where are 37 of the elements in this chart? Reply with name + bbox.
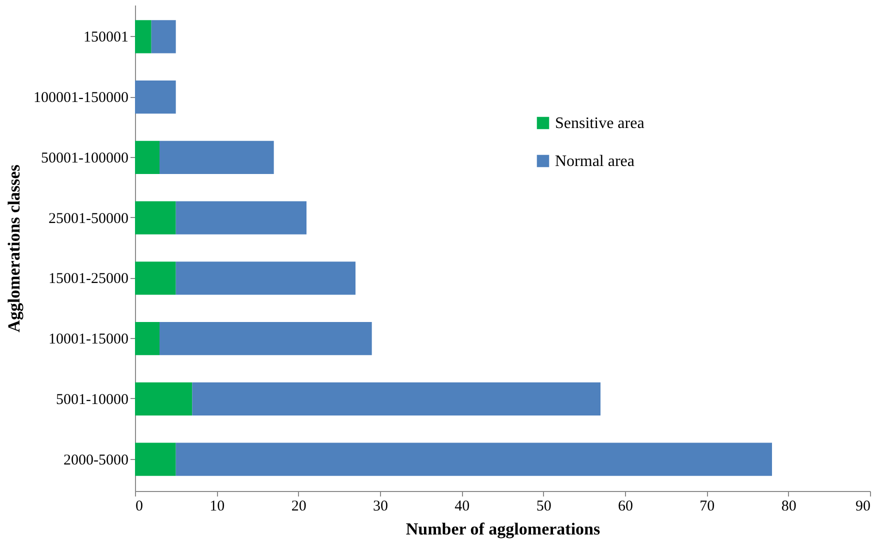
x-tick-label: 90: [856, 498, 870, 514]
bar: [176, 201, 306, 234]
bar: [176, 442, 772, 476]
x-tick-label: 40: [454, 498, 470, 514]
y-tick-label: 50001-100000: [41, 150, 128, 166]
y-tick-label: 15001-25000: [48, 271, 128, 288]
bar: [135, 442, 176, 476]
bar: [151, 20, 176, 54]
x-tick-label: 0: [136, 498, 143, 514]
bar: [135, 20, 152, 54]
y-tick-label: 25001-50000: [48, 210, 128, 227]
x-tick-label: 50: [536, 498, 552, 514]
x-tick-label: 10: [210, 498, 225, 514]
bar: [135, 140, 160, 174]
bar: [192, 382, 600, 416]
bar: [135, 382, 192, 416]
x-tick-label: 80: [781, 498, 796, 514]
x-axis-title: Number of agglomerations: [406, 520, 600, 538]
x-tick-label: 60: [618, 498, 633, 514]
bar: [135, 262, 176, 295]
legend-label: Normal area: [555, 153, 635, 170]
y-tick-label: 100001-150000: [34, 90, 128, 106]
x-tick-label: 20: [291, 498, 306, 514]
legend-label: Sensitive area: [555, 115, 644, 132]
bar: [135, 80, 176, 114]
y-tick-label: 150001: [84, 30, 128, 46]
bar: [160, 140, 274, 174]
y-tick-label: 5001-10000: [56, 392, 128, 408]
y-tick-label: 2000-5000: [64, 452, 128, 468]
bar: [135, 322, 160, 356]
x-tick-label: 70: [700, 498, 715, 514]
bar: [176, 262, 356, 295]
y-tick-label: 10001-15000: [48, 332, 128, 348]
x-tick-label: 30: [373, 498, 388, 514]
y-axis-title: Agglomerations classes: [4, 164, 24, 332]
bar: [135, 201, 176, 234]
bar: [160, 322, 372, 356]
